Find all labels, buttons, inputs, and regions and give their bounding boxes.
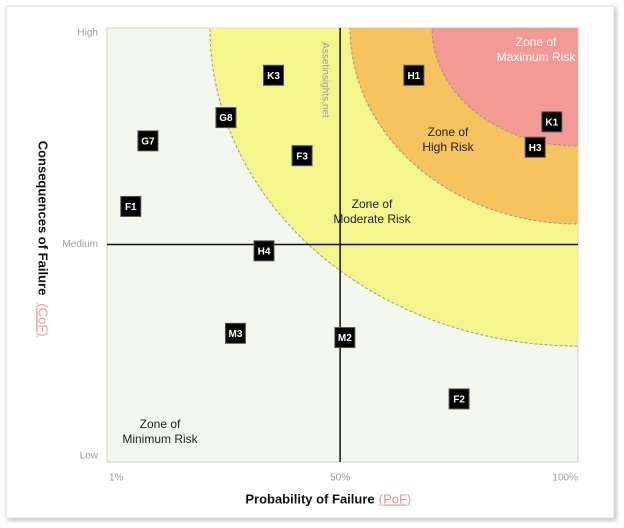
- point: [448, 388, 470, 410]
- zone-label: Zone of Moderate Risk: [333, 197, 411, 226]
- y-tick-label: Low: [80, 451, 99, 462]
- point-label: K3: [267, 71, 280, 82]
- point-label: H1: [407, 71, 420, 82]
- point: [263, 64, 285, 86]
- point: [215, 107, 237, 129]
- y-axis-title: Consequences of Failure: [36, 141, 51, 296]
- x-axis-abbr: (PoF): [379, 491, 412, 506]
- point-label: F3: [296, 151, 308, 162]
- watermark: Assetinsights.net: [319, 42, 330, 118]
- point: [334, 327, 356, 349]
- point-label: M2: [338, 333, 352, 344]
- point: [403, 64, 425, 86]
- x-tick-label: 1%: [109, 473, 124, 484]
- point-label: F2: [453, 395, 465, 406]
- point: [137, 130, 159, 152]
- point-label: G7: [141, 137, 155, 148]
- point: [524, 136, 546, 158]
- y-tick-label: Medium: [62, 239, 98, 250]
- point: [120, 195, 142, 217]
- point-label: F1: [125, 202, 137, 213]
- x-axis-title: Probability of Failure: [245, 491, 374, 506]
- y-axis-abbr: (CoF): [36, 303, 51, 336]
- x-tick-label: 100%: [552, 473, 578, 484]
- zone-label: Zone of High Risk: [422, 125, 474, 154]
- point: [224, 322, 246, 344]
- point-label: H4: [258, 246, 271, 257]
- x-tick-label: 50%: [330, 473, 350, 484]
- point-label: G8: [219, 113, 233, 124]
- point: [253, 240, 275, 262]
- point-label: K1: [545, 117, 558, 128]
- point-label: H3: [529, 143, 542, 154]
- point: [541, 111, 563, 133]
- zone-label: Zone of Minimum Risk: [122, 417, 198, 446]
- zone-label: Zone of Maximum Risk: [497, 35, 577, 64]
- point-label: M3: [229, 329, 243, 340]
- point: [291, 145, 313, 167]
- y-tick-label: High: [77, 28, 98, 39]
